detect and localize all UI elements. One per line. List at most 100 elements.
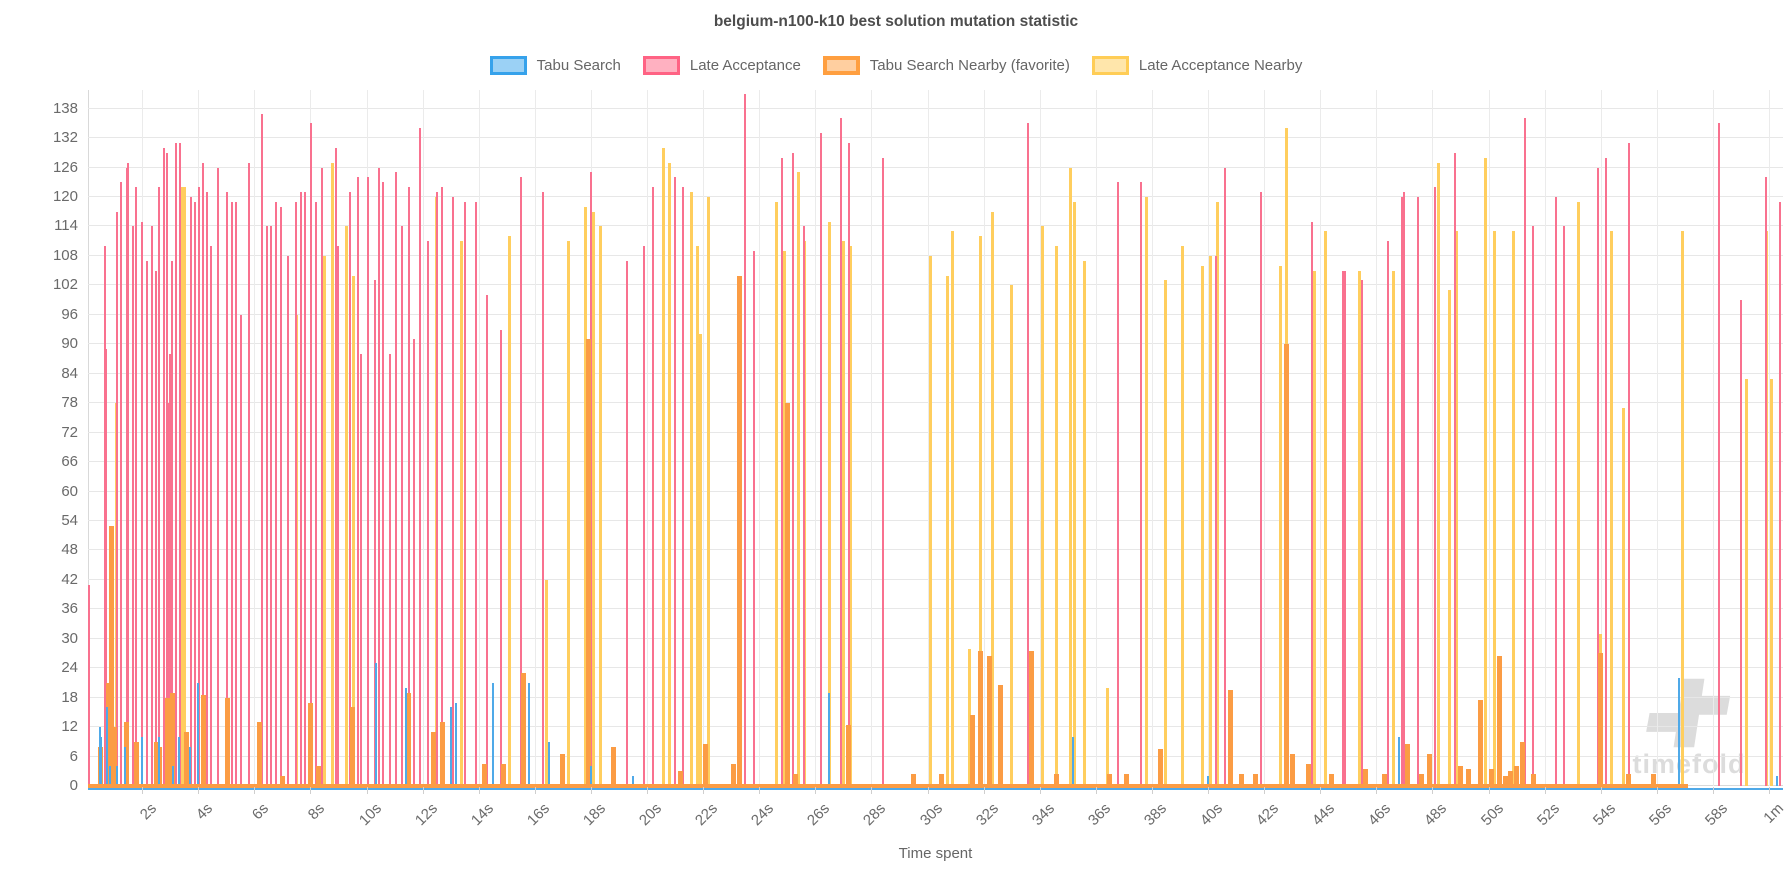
bar-tabu-search-nearby-favorite [731,763,737,786]
gridline-vertical [647,90,648,786]
bar-late-acceptance [474,201,477,786]
bar-late-acceptance [193,201,196,786]
bar-tabu-search-nearby-favorite [153,741,159,786]
bar-late-acceptance-nearby [662,147,666,786]
y-tick-label: 84 [61,364,78,382]
gridline-horizontal [88,431,1783,433]
y-tick-label: 48 [61,541,78,559]
bar-late-acceptance [839,118,842,786]
y-tick-label: 0 [69,777,78,794]
x-tick-mark [1376,787,1378,794]
bar-tabu-search [141,736,144,786]
legend-item-late-acceptance-nearby[interactable]: Late Acceptance Nearby [1091,56,1302,75]
x-tick-mark [1432,787,1434,794]
bar-late-acceptance [394,172,397,786]
x-tick-label: 20s [635,800,666,830]
bar-late-acceptance-nearby [848,246,852,786]
gridline-horizontal [88,313,1783,315]
bar-late-acceptance-nearby [544,579,548,786]
bar-late-acceptance [1523,118,1526,786]
gridline-horizontal [88,372,1783,374]
bar-tabu-search-nearby-favorite [1488,768,1494,786]
bar-late-acceptance [803,226,806,786]
x-tick-mark [422,787,424,794]
gridline-vertical [1656,90,1658,786]
bar-tabu-search-nearby-favorite [431,732,437,786]
bar-late-acceptance [626,260,629,786]
bar-tabu-search-nearby-favorite [105,682,111,786]
gridline-vertical [815,90,817,786]
bar-tabu-search-nearby-favorite [1418,773,1424,786]
bar-late-acceptance [235,201,238,786]
y-tick-label: 24 [61,659,78,677]
bar-late-acceptance [174,143,177,786]
bar-tabu-search-nearby-favorite [501,763,507,786]
bar-tabu-search-nearby-favorite [678,771,684,786]
bar-tabu-search-nearby-favorite [1382,773,1388,786]
bar-tabu-search-nearby-favorite [978,651,984,786]
bar-late-acceptance-nearby [508,236,512,786]
bar-late-acceptance-nearby [990,211,994,786]
bar-late-acceptance-nearby [1041,226,1044,786]
x-tick-mark [198,787,200,794]
gridline-vertical [1039,90,1041,786]
chart-title: belgium-n100-k10 best solution mutation … [713,13,1079,30]
bar-late-acceptance [145,260,148,786]
bar-late-acceptance [260,113,263,786]
bar-late-acceptance [1400,197,1403,786]
gridline-horizontal [88,608,1783,610]
bar-late-acceptance [441,187,444,786]
bar-tabu-search-nearby-favorite [1157,749,1163,786]
bar-tabu-search [171,766,174,786]
bar-late-acceptance-nearby [1454,231,1458,786]
bar-late-acceptance [216,167,219,786]
bar-tabu-search [177,736,180,786]
legend-item-tabu-search[interactable]: Tabu Search [489,56,621,75]
y-tick-label: 90 [61,335,78,353]
bar-tabu-search-nearby-favorite [184,732,190,786]
bar-late-acceptance [88,584,90,786]
bar-tabu-search-nearby-favorite [1427,754,1433,786]
bar-late-acceptance [682,187,685,786]
gridline-horizontal [88,755,1783,757]
bar-late-acceptance [131,226,134,786]
bar-late-acceptance-nearby [1144,197,1148,786]
x-tick-label: 28s [860,800,890,830]
bar-tabu-search-nearby-favorite [108,525,114,786]
bar-late-acceptance [791,152,794,786]
bar-late-acceptance-nearby [841,241,845,786]
x-tick-label: 24s [748,800,778,830]
bar-tabu-search [491,682,494,786]
x-tick-label: 22s [691,800,722,830]
bar-late-acceptance [1223,167,1226,786]
y-tick-label: 6 [69,747,78,765]
x-tick-label: 38s [1140,800,1170,830]
gridline-vertical [759,90,761,786]
x-tick-label: 4s [192,800,217,824]
bar-late-acceptance [1563,226,1566,786]
bar-late-acceptance-nearby [345,226,349,786]
x-tick-mark [815,787,817,794]
legend-item-late-acceptance[interactable]: Late Acceptance [642,56,801,75]
bar-tabu-search-nearby-favorite [1054,773,1060,786]
bar-late-acceptance-nearby [1610,231,1614,786]
bar-late-acceptance-nearby [707,197,711,786]
bar-tabu-search-nearby-favorite [1239,773,1245,786]
legend-item-tabu-search-nearby-favorite[interactable]: Tabu Search Nearby (favorite) [822,56,1070,75]
bar-late-acceptance-nearby [1680,231,1684,786]
gridline-vertical [703,90,705,786]
bar-late-acceptance [247,162,250,786]
gridline-horizontal [88,726,1783,728]
bar-late-acceptance [1717,123,1720,786]
bar-late-acceptance [407,187,410,786]
bar-tabu-search-nearby-favorite [225,697,231,786]
bar-late-acceptance [105,349,108,786]
bar-late-acceptance-nearby [566,241,570,786]
bar-late-acceptance [127,162,130,786]
bar-late-acceptance [230,201,233,786]
bar-late-acceptance-nearby [698,334,702,786]
gridline-vertical [1600,90,1602,786]
bar-tabu-search-nearby-favorite [164,697,170,786]
x-tick-label: 16s [523,800,553,830]
